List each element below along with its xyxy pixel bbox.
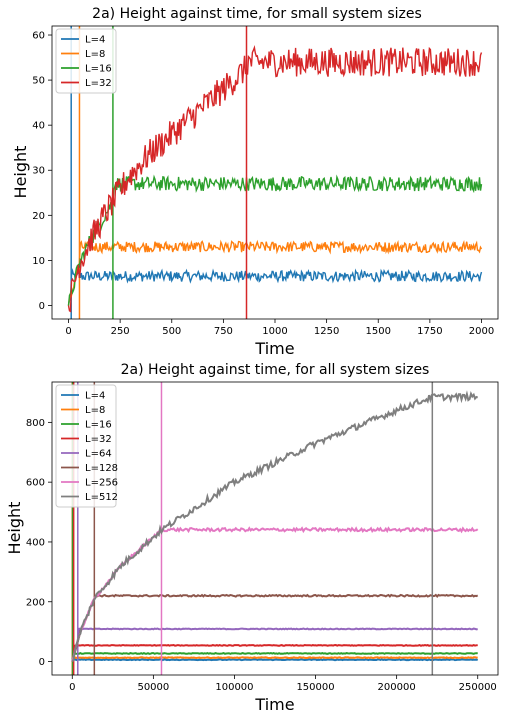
series-line-l-32 — [71, 643, 478, 662]
legend-label: L=128 — [85, 463, 118, 474]
chart-small-systems: 2a) Height against time, for small syste… — [11, 6, 499, 358]
y-tick-label: 10 — [32, 256, 45, 267]
x-tick-label: 1000 — [262, 326, 287, 337]
series-line-l-64 — [71, 627, 478, 662]
legend-label: L=4 — [85, 391, 105, 402]
legend-label: L=8 — [85, 49, 105, 60]
chart-all-systems: 2a) Height against time, for all system … — [5, 362, 499, 714]
y-tick-label: 0 — [39, 657, 45, 668]
y-tick-label: 200 — [26, 597, 45, 608]
x-tick-label: 250000 — [459, 682, 497, 693]
legend-label: L=64 — [85, 449, 112, 460]
legend-label: L=16 — [85, 64, 112, 75]
x-tick-label: 50000 — [137, 682, 169, 693]
x-tick-label: 150000 — [296, 682, 334, 693]
x-tick-label: 1750 — [417, 326, 442, 337]
legend-label: L=256 — [85, 478, 118, 489]
y-tick-label: 20 — [32, 211, 45, 222]
y-tick-label: 800 — [26, 418, 45, 429]
y-tick-label: 50 — [32, 76, 45, 87]
legend-label: L=32 — [85, 434, 112, 445]
legend-label: L=4 — [85, 35, 105, 46]
y-tick-label: 30 — [32, 166, 45, 177]
x-tick-label: 1500 — [366, 326, 391, 337]
chart-1-ticks: 0 250 500 750 1000 1250 1500 1750 2000 0 10 20 30 40 5… — [32, 31, 494, 337]
y-tick-label: 600 — [26, 478, 45, 489]
series-line-l-4 — [71, 658, 478, 663]
chart-2-plot-area — [71, 382, 479, 675]
x-tick-label: 1250 — [314, 326, 339, 337]
x-tick-label: 0 — [69, 682, 75, 693]
chart-2-ylabel: Height — [5, 502, 24, 555]
legend-label: L=32 — [85, 78, 112, 89]
chart-2-ticks: 0 50000 100000 150000 200000 250000 0 200 400 600… — [26, 418, 497, 693]
series-line-l-32 — [67, 44, 483, 313]
chart-2-title: 2a) Height against time, for all system … — [121, 362, 430, 378]
series-line-l-16 — [71, 651, 478, 662]
series-line-l-4 — [67, 268, 483, 306]
y-tick-label: 400 — [26, 537, 45, 548]
chart-1-title: 2a) Height against time, for small syste… — [92, 6, 422, 22]
y-tick-label: 0 — [39, 301, 45, 312]
chart-2-frame — [51, 381, 499, 676]
x-tick-label: 500 — [162, 326, 181, 337]
chart-1-legend: L=4 L=8 L=16 L=32 — [55, 28, 117, 94]
chart-2-legend: L=4 L=8 L=16 L=32 L=64 L=128 L=256 L=512 — [55, 384, 118, 508]
x-tick-label: 0 — [65, 326, 71, 337]
x-tick-label: 2000 — [469, 326, 494, 337]
x-tick-label: 750 — [214, 326, 233, 337]
x-tick-label: 200000 — [378, 682, 416, 693]
y-tick-label: 40 — [32, 121, 45, 132]
x-tick-label: 100000 — [215, 682, 253, 693]
legend-label: L=16 — [85, 420, 112, 431]
series-line-l-512 — [71, 390, 479, 663]
chart-1-xlabel: Time — [254, 339, 294, 358]
x-tick-label: 250 — [111, 326, 130, 337]
legend-label: L=512 — [85, 492, 118, 503]
chart-1-ylabel: Height — [11, 146, 30, 199]
chart-2-xlabel: Time — [254, 695, 294, 714]
series-line-l-128 — [71, 593, 479, 662]
legend-box — [55, 28, 117, 94]
legend-box — [55, 384, 117, 508]
series-line-l-8 — [67, 239, 483, 306]
chart-1-plot-area — [67, 26, 483, 319]
legend-label: L=8 — [85, 405, 105, 416]
series-line-l-16 — [67, 174, 483, 306]
series-line-l-8 — [71, 656, 478, 662]
y-tick-label: 60 — [32, 31, 45, 42]
